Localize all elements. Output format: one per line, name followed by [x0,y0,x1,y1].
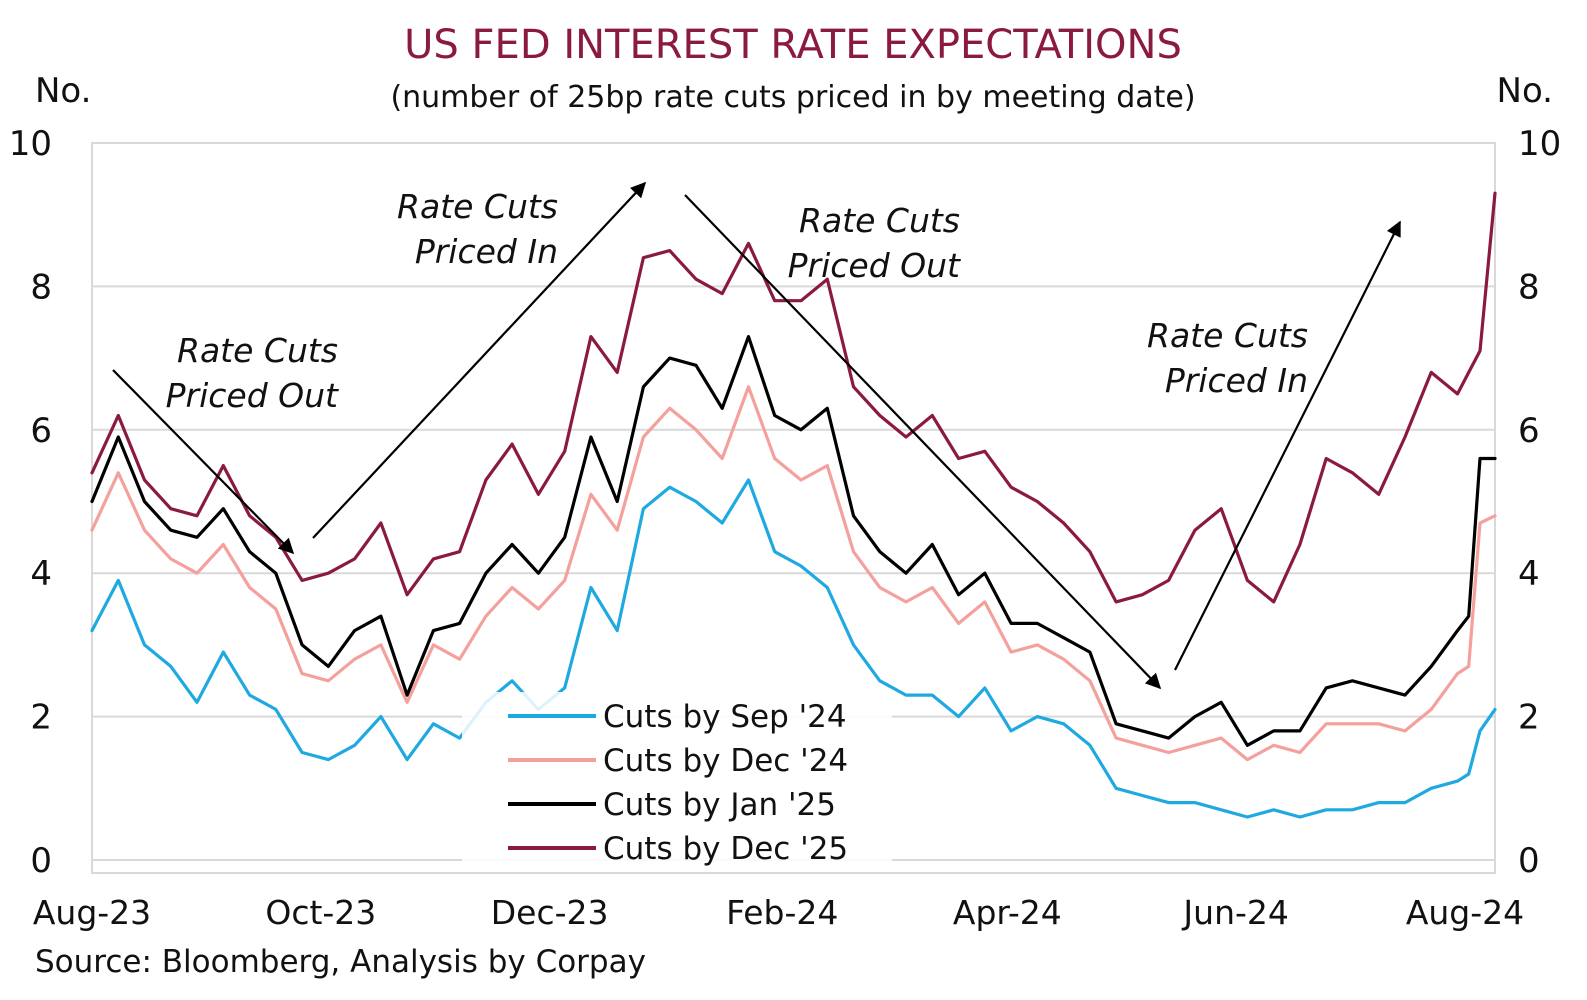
y-tick-right-10: 10 [1518,124,1561,164]
y-tick-left-4: 4 [30,554,52,594]
x-tick-Aug-24: Aug-24 [1406,893,1524,932]
arrow-priced-out-2 [684,194,1162,690]
y-tick-right-4: 4 [1518,554,1540,594]
annotation-priced-out-1-line1: Rate Cuts [177,331,338,370]
annotation-priced-out-2-line1: Rate Cuts [799,201,960,240]
x-tick-Oct-23: Oct-23 [265,893,376,932]
legend-label-3: Cuts by Jan '25 [603,787,836,823]
arrow-priced-in-2 [1174,220,1401,671]
series-line-1 [90,478,1497,819]
y-tick-left-2: 2 [30,698,52,738]
y-tick-right-0: 0 [1518,841,1540,881]
series-line-2 [90,385,1497,762]
y-axis-label-left: No. [35,71,91,111]
y-axis-right: 0 2 4 6 8 10 [1518,124,1561,881]
x-axis: Aug-23 Oct-23 Dec-23 Feb-24 Apr-24 Jun-24 Aug-… [33,893,1524,932]
legend-label-1: Cuts by Sep '24 [603,699,847,735]
arrow-priced-out-1 [112,369,295,555]
legend-background [462,692,892,862]
legend-label-4: Cuts by Dec '25 [603,831,848,867]
y-tick-left-8: 8 [30,267,52,307]
y-axis-left: 0 2 4 6 8 10 [9,124,52,881]
chart-title: US FED INTEREST RATE EXPECTATIONS [404,22,1182,68]
source-note: Source: Bloomberg, Analysis by Corpay [35,944,646,980]
x-tick-Aug-23: Aug-23 [33,893,151,932]
x-tick-Jun-24: Jun-24 [1181,893,1288,932]
x-tick-Dec-23: Dec-23 [491,893,609,932]
y-tick-right-8: 8 [1518,267,1540,307]
legend: Cuts by Sep '24 Cuts by Dec '24 Cuts by Ja… [462,692,892,867]
y-tick-left-10: 10 [9,124,52,164]
annotation-priced-in-2-line1: Rate Cuts [1147,316,1308,355]
arrow-priced-in-1 [312,181,647,539]
annotation-priced-out-2-line2: Priced Out [788,246,961,285]
series-lines [90,191,1497,819]
annotation-priced-in-2-line2: Priced In [1165,361,1308,400]
annotation-priced-in-1-line2: Priced In [415,232,558,271]
y-tick-left-0: 0 [30,841,52,881]
gridlines [92,142,1495,861]
legend-label-2: Cuts by Dec '24 [603,743,848,779]
annotation-priced-in-1-line1: Rate Cuts [397,187,558,226]
x-tick-Feb-24: Feb-24 [726,893,838,932]
x-tick-Apr-24: Apr-24 [953,893,1062,932]
series-line-4 [90,191,1497,604]
y-tick-right-2: 2 [1518,698,1540,738]
annotation-arrows [112,181,1401,690]
series-line-3 [90,335,1497,747]
chart-subtitle: (number of 25bp rate cuts priced in by m… [390,80,1195,115]
annotations: Rate Cuts Priced Out Rate Cuts Priced In… [166,187,1308,415]
y-tick-right-6: 6 [1518,411,1540,451]
y-tick-left-6: 6 [30,411,52,451]
y-axis-label-right: No. [1497,71,1553,111]
annotation-priced-out-1-line2: Priced Out [166,376,339,415]
